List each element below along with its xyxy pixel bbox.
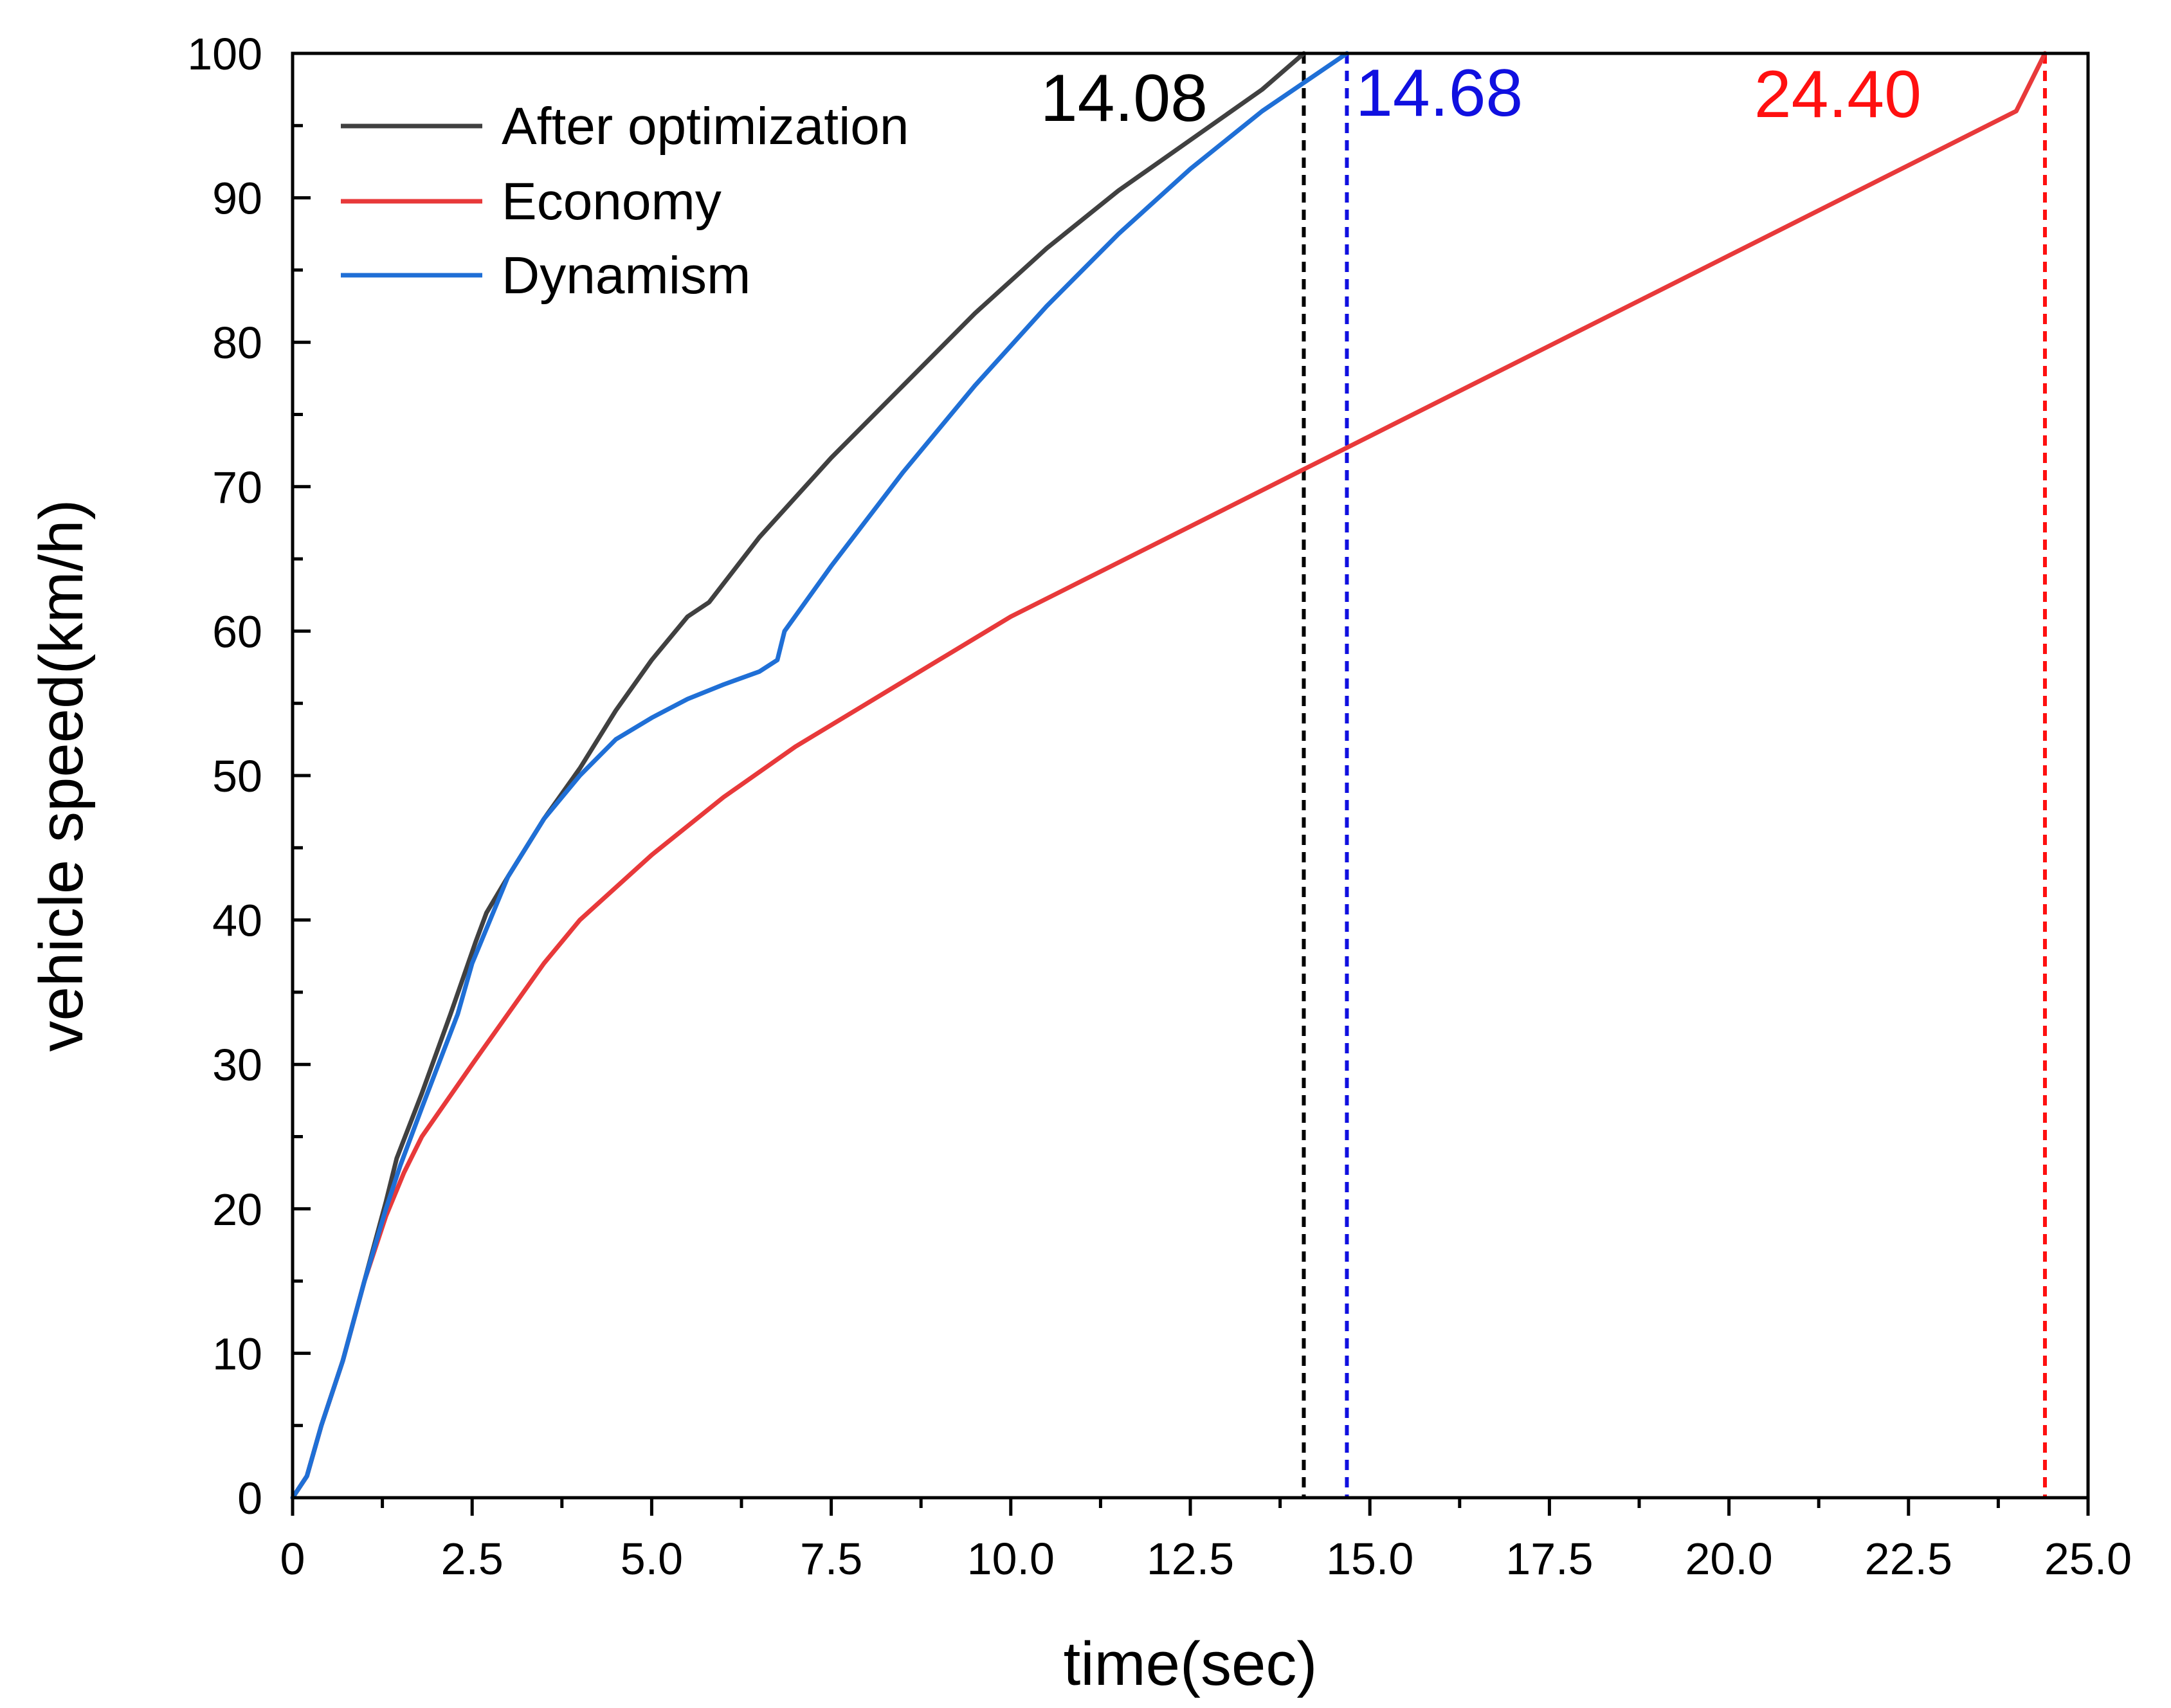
legend: After optimization Economy Dynamism	[341, 97, 909, 305]
y-tick-label: 60	[212, 606, 262, 657]
x-tick-label: 7.5	[800, 1534, 862, 1584]
series-lines	[290, 51, 2048, 1500]
x-axis-title: time(sec)	[1064, 1630, 1318, 1698]
y-tick-label: 50	[212, 751, 262, 801]
y-tick-label: 0	[237, 1473, 262, 1523]
series-line-economy	[290, 51, 2048, 1500]
y-tick-label: 90	[212, 174, 262, 224]
x-tick-label: 22.5	[1865, 1534, 1952, 1584]
x-tick-label: 15.0	[1326, 1534, 1413, 1584]
legend-label-dynamism: Dynamism	[502, 246, 750, 305]
y-tick-label: 20	[212, 1185, 262, 1235]
x-tick-label: 5.0	[621, 1534, 683, 1584]
y-tick-label: 40	[212, 896, 262, 946]
x-tick-label: 2.5	[441, 1534, 504, 1584]
x-tick-label: 17.5	[1505, 1534, 1593, 1584]
axis-ticks	[291, 51, 2090, 1516]
y-tick-label: 80	[212, 318, 262, 368]
x-tick-label: 10.0	[967, 1534, 1055, 1584]
x-tick-label: 25.0	[2044, 1534, 2132, 1584]
marker-label-dynamism: 14.68	[1356, 56, 1523, 131]
y-tick-label: 70	[212, 462, 262, 513]
x-tick-label: 0	[280, 1534, 305, 1584]
y-axis-title: vehicle speed(km/h)	[27, 499, 96, 1051]
marker-label-after-optimization: 14.08	[1040, 61, 1208, 136]
y-tick-label: 10	[212, 1329, 262, 1379]
tick-labels: 0 2.5 5.0 7.5 10.0 12.5 15.0 17.5 20.0 22.5 25.0 0 1…	[187, 29, 2132, 1584]
x-tick-label: 12.5	[1147, 1534, 1234, 1584]
marker-label-economy: 24.40	[1754, 57, 1921, 132]
series-line-dynamism	[290, 51, 1349, 1500]
y-tick-label: 100	[187, 29, 262, 79]
x-tick-label: 20.0	[1685, 1534, 1772, 1584]
legend-label-economy: Economy	[502, 172, 722, 231]
y-tick-label: 30	[212, 1040, 262, 1090]
vertical-markers	[1302, 53, 2047, 1498]
series-line-after-optimization	[290, 51, 1306, 1500]
legend-label-after-optimization: After optimization	[502, 97, 909, 156]
